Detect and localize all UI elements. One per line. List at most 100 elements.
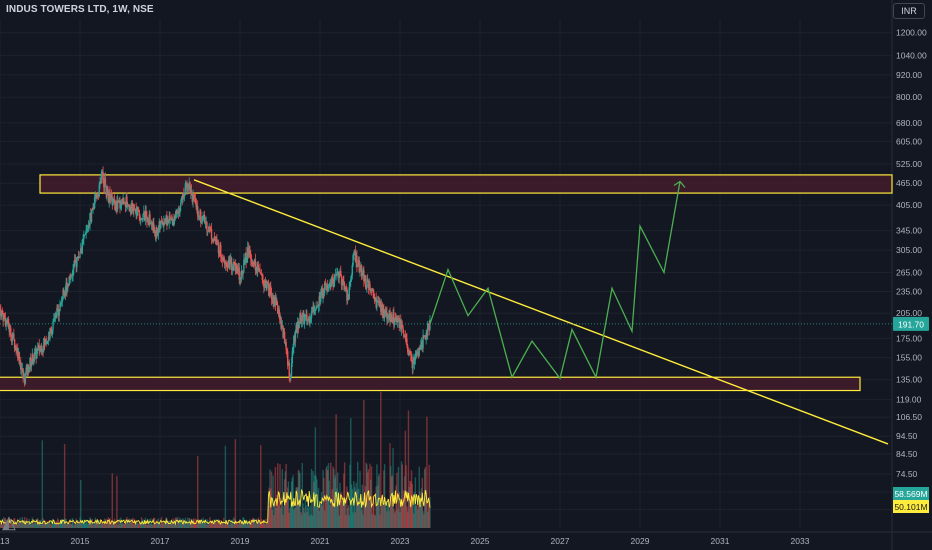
volume-bar <box>296 487 298 528</box>
candle-body <box>126 206 129 207</box>
volume-bar <box>369 463 371 528</box>
y-tick-label: 135.00 <box>896 375 922 385</box>
candle-body <box>295 324 297 331</box>
candle-body <box>289 377 291 379</box>
candle-body <box>241 270 244 275</box>
candle-body <box>92 207 94 211</box>
candle-body <box>103 179 105 188</box>
volume-bar <box>306 500 309 528</box>
candle-body <box>426 323 429 337</box>
volume-bar <box>119 523 121 528</box>
volume-bar <box>85 519 87 528</box>
candle-body <box>135 208 137 216</box>
candle-body <box>177 211 180 213</box>
volume-bar <box>375 486 377 528</box>
candle-body <box>70 276 73 278</box>
volume-bar <box>350 484 353 528</box>
volume-bar <box>136 522 139 528</box>
candle-body <box>138 210 140 216</box>
candle-body <box>15 345 17 352</box>
candle-body <box>200 221 203 223</box>
volume-bar <box>68 523 70 528</box>
volume-bar <box>417 503 420 528</box>
volume-bar <box>146 524 148 528</box>
candle-body <box>23 375 26 384</box>
volume-bar <box>126 517 128 528</box>
candle-body <box>155 227 157 238</box>
candle-body <box>26 365 29 375</box>
candle-body <box>263 281 265 288</box>
volume-bar <box>83 519 85 528</box>
candle-body <box>211 238 214 240</box>
candle-body <box>392 312 394 323</box>
candle-body <box>64 290 67 297</box>
candle-body <box>352 255 354 266</box>
volume-bar <box>14 521 17 528</box>
candle-body <box>334 274 337 276</box>
candle-body <box>360 265 362 271</box>
candle-body <box>129 206 131 211</box>
volume-bar <box>330 462 332 528</box>
volume-bar <box>62 519 64 528</box>
candle-body <box>375 297 377 308</box>
candle-body <box>168 215 170 223</box>
volume-bar <box>347 505 350 528</box>
volume-bar <box>70 523 72 528</box>
volume-bar <box>337 505 340 528</box>
candle-body <box>161 221 164 225</box>
volume-bar <box>262 520 264 528</box>
y-tick-label: 84.50 <box>896 449 918 459</box>
volume-bar <box>404 430 407 528</box>
candle-body <box>355 255 357 262</box>
candle-body <box>43 338 46 344</box>
candle-body <box>226 266 229 268</box>
candle-body <box>160 221 163 222</box>
candle-body <box>46 340 49 342</box>
volume-bar <box>371 514 374 528</box>
x-tick-label: 2033 <box>791 536 810 546</box>
candle-body <box>158 221 160 231</box>
volume-bar <box>213 522 216 528</box>
volume-bar <box>43 520 46 528</box>
volume-bar <box>413 513 415 528</box>
candle-body <box>379 301 381 306</box>
candle-body <box>153 223 155 231</box>
volume-ma-line <box>0 488 431 526</box>
candle-body <box>270 285 272 293</box>
volume-bar <box>303 507 305 528</box>
volume-bar <box>425 490 427 528</box>
volume-bar <box>295 487 297 528</box>
volume-bar <box>36 523 38 528</box>
currency-selector[interactable]: INR <box>893 3 925 19</box>
volume-bar <box>28 519 30 528</box>
candle-body <box>116 200 119 210</box>
tradingview-icon[interactable]: ◭ <box>2 512 16 532</box>
volume-bar <box>411 484 414 528</box>
candle-body <box>102 171 104 180</box>
candle-body <box>210 228 213 239</box>
candle-body <box>240 277 242 280</box>
candle-body <box>423 335 425 337</box>
candle-body <box>30 357 32 367</box>
volume-bar <box>332 466 334 528</box>
candle-body <box>63 289 65 295</box>
volume-bar <box>16 519 19 528</box>
candle-body <box>89 213 91 226</box>
candle-body <box>134 208 137 210</box>
candle-body <box>216 238 218 241</box>
candle-body <box>60 301 63 303</box>
volume-bar <box>277 505 280 528</box>
volume-bar <box>257 517 260 528</box>
volume-bar <box>86 524 89 528</box>
last-price-label: 191.70 <box>898 319 924 329</box>
volume-bar <box>180 523 183 528</box>
candle-body <box>320 291 322 302</box>
volume-bar <box>236 523 239 528</box>
volume-bar <box>83 520 86 528</box>
candle-body <box>19 362 21 364</box>
volume-bar <box>339 482 341 528</box>
candle-body <box>55 315 57 318</box>
volume-bar <box>287 481 290 528</box>
volume-bar <box>250 524 253 528</box>
